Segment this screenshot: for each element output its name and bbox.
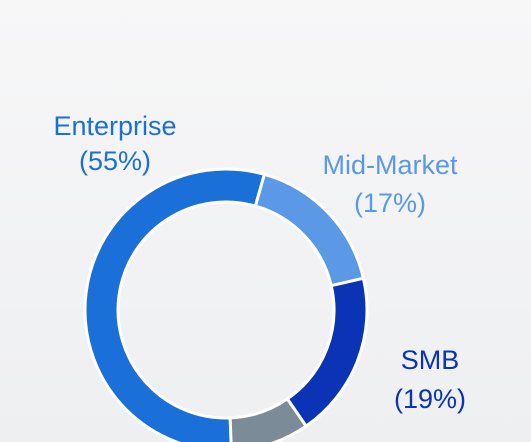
segment-value-label: (55%) xyxy=(79,146,151,176)
donut-segment xyxy=(228,396,309,442)
segment-label: SMB xyxy=(401,345,460,375)
segment-value-label: (19%) xyxy=(394,384,466,414)
segment-value-label: (17%) xyxy=(354,188,426,218)
segment-label: Mid-Market xyxy=(322,150,458,180)
segment-label: Enterprise xyxy=(53,111,176,141)
donut-segment xyxy=(83,167,267,442)
